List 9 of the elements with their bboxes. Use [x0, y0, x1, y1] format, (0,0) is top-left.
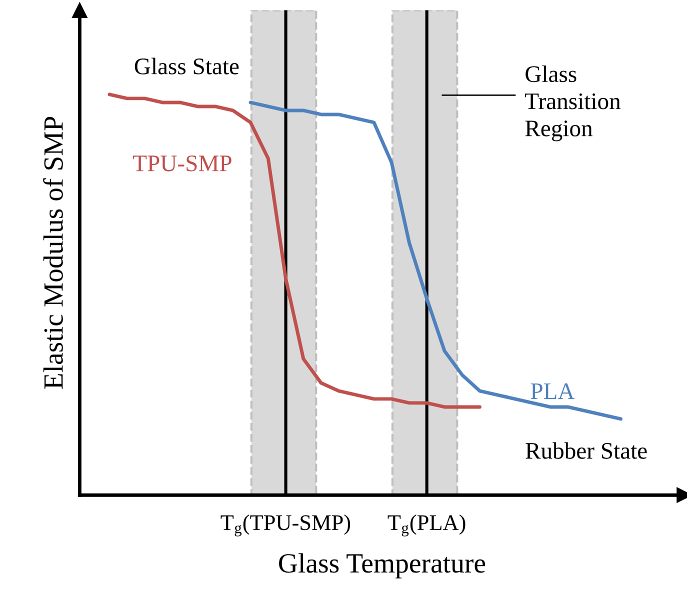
x-tick-label: T$_{g}$(PLA) — [388, 514, 466, 536]
series-label: TPU-SMP — [133, 155, 232, 172]
y-axis-title: Elastic Modulus of SMP — [43, 116, 63, 389]
text: Glass State — [134, 58, 239, 74]
x-tick-label: T$_{g}$(TPU-SMP) — [220, 514, 350, 536]
x-axis-title: Glass Temperature — [279, 553, 486, 578]
series-label: PLA — [530, 383, 575, 399]
annotation: Rubber State — [526, 442, 647, 459]
annotation: Glass Transition Region — [525, 66, 621, 142]
